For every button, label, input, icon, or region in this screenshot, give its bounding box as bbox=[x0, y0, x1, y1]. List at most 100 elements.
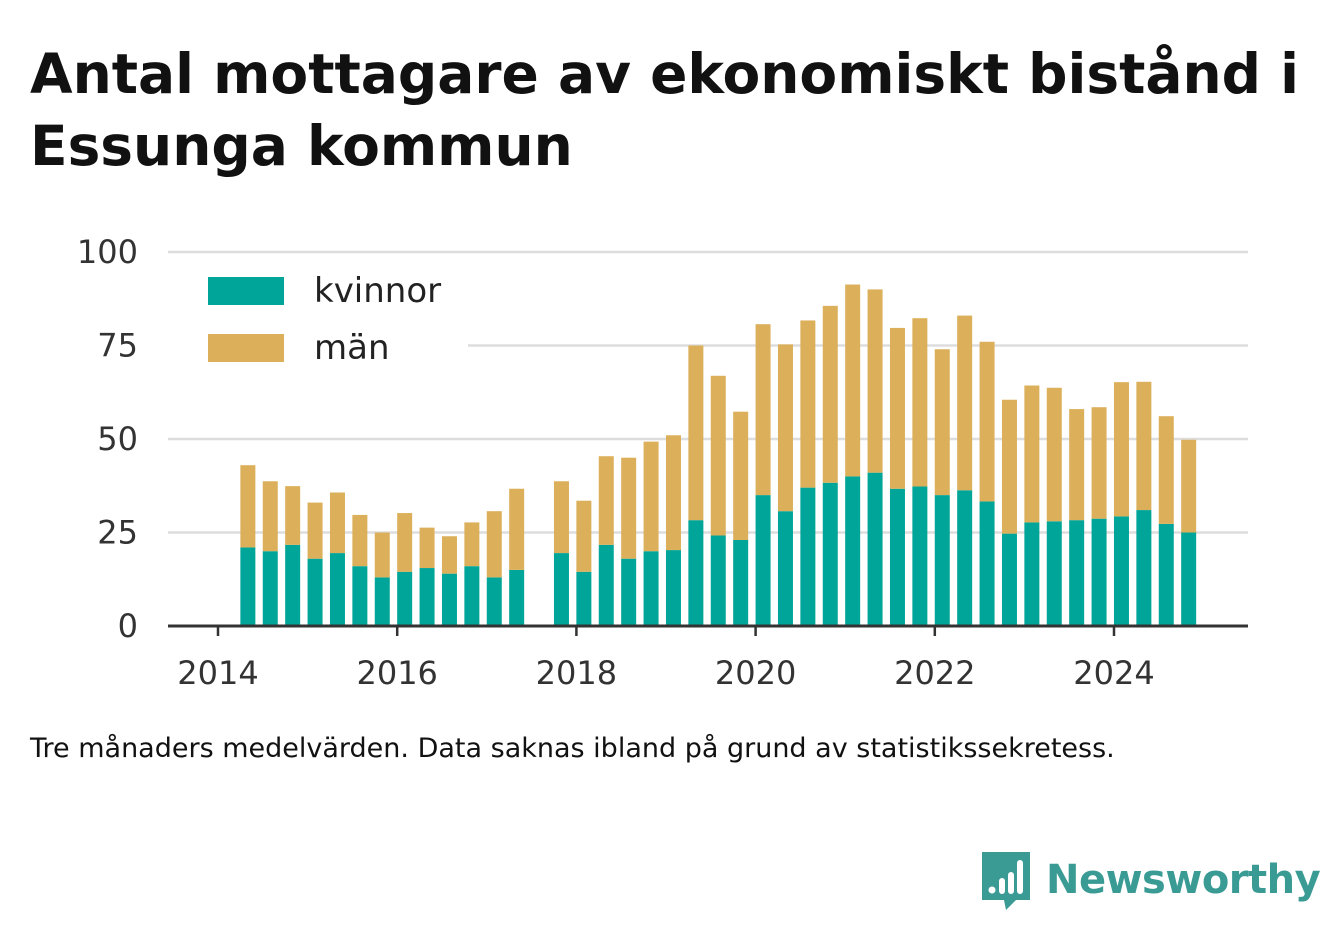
bar-kvinnor bbox=[329, 553, 345, 626]
bar-man bbox=[1046, 387, 1062, 522]
bar-kvinnor bbox=[1091, 518, 1107, 626]
y-tick-label: 50 bbox=[97, 420, 138, 458]
bar-kvinnor bbox=[374, 577, 390, 626]
bar-kvinnor bbox=[621, 558, 637, 626]
bar-man bbox=[934, 349, 950, 496]
bar-kvinnor bbox=[957, 490, 973, 626]
bar-kvinnor bbox=[733, 539, 749, 626]
bar-man bbox=[800, 320, 816, 488]
bar-man bbox=[845, 284, 861, 477]
bar-kvinnor bbox=[1136, 510, 1152, 626]
bar-kvinnor bbox=[777, 511, 793, 626]
x-tick-label: 2018 bbox=[536, 654, 617, 692]
bar-man bbox=[464, 522, 480, 567]
bar-kvinnor bbox=[665, 550, 681, 626]
x-tick-label: 2022 bbox=[894, 654, 975, 692]
axes: 0 25 50 75 100 2014 2016 2018 2020 2022 2024 bbox=[77, 233, 1248, 692]
legend-label: kvinnor bbox=[314, 271, 441, 311]
bar-man bbox=[777, 344, 793, 512]
bar-kvinnor bbox=[688, 520, 704, 626]
bar-kvinnor bbox=[800, 487, 816, 626]
bar-man bbox=[643, 441, 659, 552]
bar-man bbox=[240, 465, 256, 548]
footnote: Tre månaders medelvärden. Data saknas ib… bbox=[30, 733, 1115, 764]
bar-kvinnor bbox=[576, 571, 592, 626]
bar-man bbox=[1069, 409, 1085, 521]
y-tick-label: 0 bbox=[118, 607, 138, 645]
bar-man bbox=[733, 411, 749, 540]
bar-man bbox=[486, 511, 502, 578]
bar-kvinnor bbox=[889, 488, 905, 626]
bar-kvinnor bbox=[509, 569, 525, 626]
bar-man bbox=[285, 486, 301, 545]
bar-man bbox=[1113, 382, 1129, 517]
bar-man bbox=[1136, 381, 1152, 511]
bar-man bbox=[1158, 416, 1174, 524]
bar-man bbox=[441, 536, 457, 574]
bar-man bbox=[665, 435, 681, 551]
bar-man bbox=[979, 341, 995, 502]
bars bbox=[240, 284, 1197, 626]
bar-kvinnor bbox=[1158, 523, 1174, 626]
bar-kvinnor bbox=[822, 482, 838, 626]
bar-man bbox=[957, 315, 973, 491]
bar-kvinnor bbox=[419, 568, 435, 626]
bar-man bbox=[553, 481, 569, 554]
legend: kvinnor män bbox=[168, 262, 468, 382]
y-tick-label: 100 bbox=[77, 233, 138, 271]
bar-kvinnor bbox=[307, 558, 323, 626]
bar-kvinnor bbox=[845, 476, 861, 626]
x-tick-label: 2024 bbox=[1073, 654, 1154, 692]
bar-man bbox=[397, 513, 413, 572]
bar-kvinnor bbox=[262, 551, 278, 626]
bar-kvinnor bbox=[598, 544, 614, 626]
bar-kvinnor bbox=[1046, 521, 1062, 626]
bar-man bbox=[867, 289, 883, 473]
y-tick-label: 75 bbox=[97, 327, 138, 365]
stacked-bar-chart: 0 25 50 75 100 2014 2016 2018 2020 2022 2024 kvinn… bbox=[77, 233, 1248, 692]
y-tick-label: 25 bbox=[97, 514, 138, 552]
bar-kvinnor bbox=[912, 486, 928, 626]
chart-title: Antal mottagare av ekonomiskt bistånd i … bbox=[30, 42, 1300, 178]
bar-man bbox=[307, 502, 323, 559]
bar-kvinnor bbox=[934, 495, 950, 626]
bar-man bbox=[889, 327, 905, 489]
bar-man bbox=[1001, 399, 1017, 534]
x-tick-label: 2014 bbox=[177, 654, 258, 692]
legend-swatch bbox=[208, 334, 284, 362]
bar-kvinnor bbox=[1113, 516, 1129, 626]
legend-label: män bbox=[314, 328, 390, 368]
bar-man bbox=[755, 324, 771, 496]
bar-kvinnor bbox=[710, 535, 726, 626]
bar-man bbox=[1024, 385, 1040, 523]
bar-kvinnor bbox=[285, 544, 301, 626]
bar-man bbox=[688, 345, 704, 521]
bar-man bbox=[374, 532, 390, 578]
bar-man bbox=[262, 481, 278, 552]
bar-kvinnor bbox=[397, 571, 413, 626]
bar-man bbox=[598, 456, 614, 545]
bar-man bbox=[352, 514, 368, 567]
bar-kvinnor bbox=[755, 495, 771, 626]
newsworthy-logo-icon bbox=[982, 852, 1030, 910]
bar-kvinnor bbox=[464, 566, 480, 626]
bar-man bbox=[1181, 439, 1197, 533]
bar-kvinnor bbox=[1069, 520, 1085, 626]
bar-man bbox=[576, 500, 592, 572]
bar-kvinnor bbox=[1024, 522, 1040, 626]
brand-name: Newsworthy bbox=[1046, 857, 1321, 903]
bar-kvinnor bbox=[867, 472, 883, 626]
bar-man bbox=[329, 492, 345, 554]
bar-kvinnor bbox=[553, 553, 569, 626]
bar-kvinnor bbox=[240, 547, 256, 626]
bar-man bbox=[419, 527, 435, 569]
legend-swatch bbox=[208, 277, 284, 305]
gridlines bbox=[168, 250, 1248, 534]
bar-kvinnor bbox=[979, 501, 995, 626]
bar-kvinnor bbox=[1001, 533, 1017, 626]
bar-kvinnor bbox=[486, 577, 502, 626]
bar-man bbox=[822, 305, 838, 483]
bar-kvinnor bbox=[441, 573, 457, 626]
bar-man bbox=[912, 318, 928, 487]
bar-man bbox=[710, 375, 726, 536]
